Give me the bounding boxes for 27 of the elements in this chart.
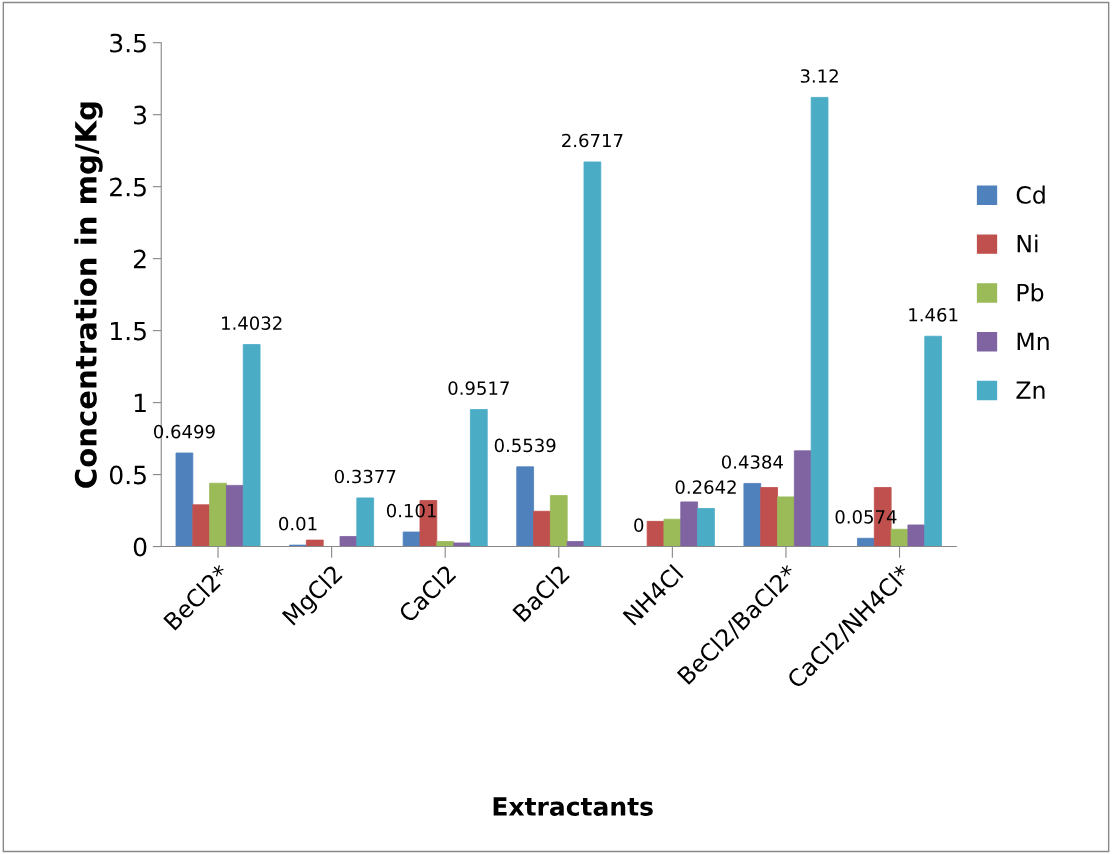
data-label: 0.9517 (448, 381, 509, 395)
data-label: 0 (634, 518, 644, 532)
legend-label: Zn (1016, 381, 1045, 399)
data-label: 3.12 (800, 69, 838, 83)
y-tick-label: 3.5 (110, 33, 146, 53)
y-axis-title: Concentration in mg/Kg (74, 102, 103, 488)
y-tick-label: 0.5 (109, 465, 146, 485)
y-tick-label: 3 (134, 105, 147, 125)
legend-label: Mn (1017, 332, 1049, 350)
legend-label: Cd (1016, 185, 1045, 204)
y-tick-label: 1 (134, 393, 146, 413)
data-label: 1.4032 (222, 316, 282, 330)
data-label: 0.01 (279, 516, 317, 531)
y-tick-label: 2.5 (110, 177, 146, 197)
x-axis-title: Extractants (493, 797, 653, 816)
y-tick-label: 0 (133, 537, 147, 557)
legend-label: Pb (1017, 283, 1044, 302)
y-tick-label: 2 (133, 249, 146, 269)
data-label: 0.2642 (675, 480, 736, 494)
data-label: 0.5539 (494, 438, 556, 453)
y-tick-label: 1.5 (111, 321, 146, 341)
data-label: 0.3377 (334, 469, 396, 484)
data-label: 0.6499 (154, 424, 215, 439)
data-label: 1.461 (909, 307, 958, 322)
data-label: 2.6717 (562, 133, 623, 148)
legend-label: Ni (1017, 234, 1038, 253)
data-label: 0.4384 (721, 455, 783, 469)
